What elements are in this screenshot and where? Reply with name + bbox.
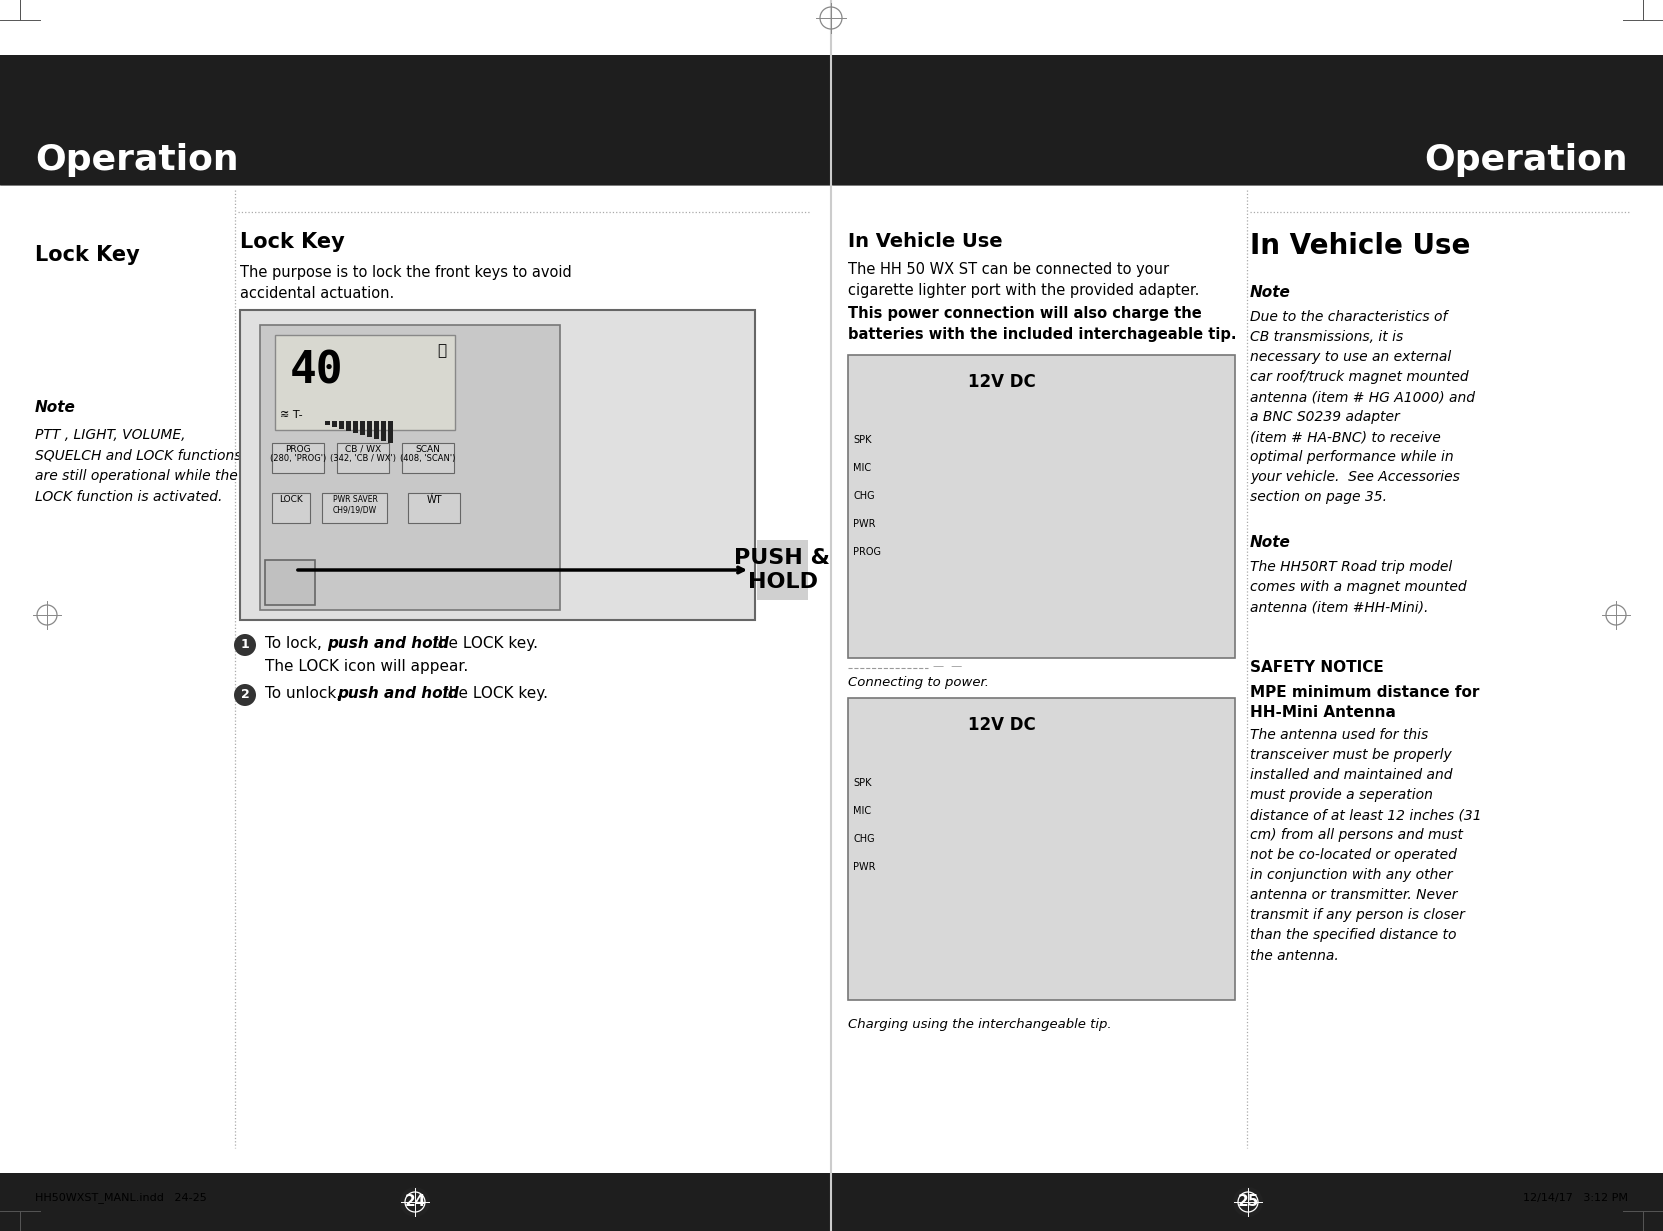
Text: 2: 2: [241, 688, 249, 702]
Text: push and hold: push and hold: [338, 686, 459, 700]
Text: Operation: Operation: [35, 143, 238, 177]
Text: SAFETY NOTICE: SAFETY NOTICE: [1251, 660, 1384, 675]
Bar: [832, 1151, 1663, 1173]
Bar: [832, 1173, 1663, 1231]
Text: (408, 'SCAN'): (408, 'SCAN'): [401, 454, 456, 464]
Text: SPK: SPK: [853, 435, 871, 444]
Text: 12V DC: 12V DC: [968, 716, 1036, 734]
Text: Note: Note: [1251, 535, 1290, 550]
Bar: [324, 421, 329, 425]
Text: Lock Key: Lock Key: [239, 231, 344, 252]
Text: (342, 'CB / WX'): (342, 'CB / WX'): [329, 454, 396, 464]
Bar: [323, 492, 387, 523]
Text: PTT , LIGHT, VOLUME,
SQUELCH and LOCK functions
are still operational while the
: PTT , LIGHT, VOLUME, SQUELCH and LOCK fu…: [35, 428, 241, 503]
Text: Note: Note: [35, 400, 76, 415]
Bar: [407, 492, 461, 523]
Text: The antenna used for this
transceiver must be properly
installed and maintained : The antenna used for this transceiver mu…: [1251, 728, 1482, 963]
Bar: [848, 355, 1236, 659]
Text: PWR SAVER
CH9/19/DW: PWR SAVER CH9/19/DW: [333, 495, 378, 515]
Text: PWR: PWR: [853, 519, 875, 529]
Text: Connecting to power.: Connecting to power.: [848, 676, 989, 689]
Text: Operation: Operation: [1425, 143, 1628, 177]
Bar: [273, 492, 309, 523]
Text: MIC: MIC: [853, 806, 871, 816]
Bar: [274, 335, 456, 430]
Bar: [387, 421, 392, 443]
Text: The HH 50 WX ST can be connected to your
cigarette lighter port with the provide: The HH 50 WX ST can be connected to your…: [848, 262, 1199, 298]
Text: Charging using the interchangeable tip.: Charging using the interchangeable tip.: [848, 1018, 1111, 1032]
Text: PUSH &
HOLD: PUSH & HOLD: [735, 548, 830, 592]
Text: The purpose is to lock the front keys to avoid
accidental actuation.: The purpose is to lock the front keys to…: [239, 265, 572, 302]
Bar: [264, 560, 314, 604]
Text: 25: 25: [1237, 1194, 1259, 1210]
Text: The LOCK icon will appear.: The LOCK icon will appear.: [264, 659, 469, 675]
Text: 12/14/17   3:12 PM: 12/14/17 3:12 PM: [1523, 1193, 1628, 1203]
Text: 24: 24: [404, 1194, 426, 1210]
Text: HH50WXST_MANL.indd   24-25: HH50WXST_MANL.indd 24-25: [35, 1193, 206, 1204]
Bar: [757, 540, 808, 599]
Bar: [259, 325, 560, 611]
Bar: [338, 443, 389, 473]
Text: ẂT̅: ẂT̅: [426, 495, 442, 505]
Bar: [368, 421, 373, 437]
Circle shape: [1232, 1187, 1262, 1217]
Bar: [346, 421, 351, 431]
Text: ≋ T-: ≋ T-: [279, 410, 303, 420]
Text: CHG: CHG: [853, 833, 875, 844]
Bar: [832, 55, 1663, 185]
Bar: [239, 310, 755, 620]
Bar: [0, 1151, 832, 1173]
Bar: [374, 421, 379, 439]
Bar: [333, 421, 338, 427]
Text: In Vehicle Use: In Vehicle Use: [1251, 231, 1470, 260]
Text: PROG: PROG: [284, 444, 311, 454]
Text: the LOCK key.: the LOCK key.: [437, 686, 549, 700]
Bar: [339, 421, 344, 428]
Circle shape: [234, 684, 256, 707]
Text: ⚿: ⚿: [437, 343, 446, 358]
Text: The HH50RT Road trip model
comes with a magnet mounted
antenna (item #HH-Mini).: The HH50RT Road trip model comes with a …: [1251, 560, 1467, 614]
Text: MIC: MIC: [853, 463, 871, 473]
Bar: [848, 698, 1236, 1000]
Text: —  —: — —: [933, 661, 963, 671]
Text: CB / WX: CB / WX: [344, 444, 381, 454]
Text: (280, 'PROG'): (280, 'PROG'): [269, 454, 326, 464]
Bar: [381, 421, 386, 441]
Text: PWR: PWR: [853, 862, 875, 872]
Bar: [0, 1173, 832, 1231]
Bar: [273, 443, 324, 473]
Text: 12V DC: 12V DC: [968, 373, 1036, 391]
Text: 40: 40: [289, 350, 344, 393]
Text: 1: 1: [241, 639, 249, 651]
Text: In Vehicle Use: In Vehicle Use: [848, 231, 1003, 251]
Text: Due to the characteristics of
CB transmissions, it is
necessary to use an extern: Due to the characteristics of CB transmi…: [1251, 310, 1475, 505]
Text: push and hold: push and hold: [328, 636, 449, 651]
Text: LOCK: LOCK: [279, 495, 303, 503]
Text: SCAN: SCAN: [416, 444, 441, 454]
Text: SPK: SPK: [853, 778, 871, 788]
Text: CHG: CHG: [853, 491, 875, 501]
Text: MPE minimum distance for
HH-Mini Antenna: MPE minimum distance for HH-Mini Antenna: [1251, 684, 1480, 720]
Circle shape: [401, 1187, 431, 1217]
Bar: [0, 55, 832, 185]
Text: To lock,: To lock,: [264, 636, 326, 651]
Bar: [353, 421, 358, 433]
Bar: [402, 443, 454, 473]
Circle shape: [234, 634, 256, 656]
Bar: [359, 421, 364, 435]
Text: the LOCK key.: the LOCK key.: [427, 636, 539, 651]
Text: To unlock,: To unlock,: [264, 686, 346, 700]
Text: Note: Note: [1251, 286, 1290, 300]
Text: PROG: PROG: [853, 547, 881, 556]
Text: This power connection will also charge the
batteries with the included interchag: This power connection will also charge t…: [848, 307, 1237, 342]
Text: Lock Key: Lock Key: [35, 245, 140, 265]
